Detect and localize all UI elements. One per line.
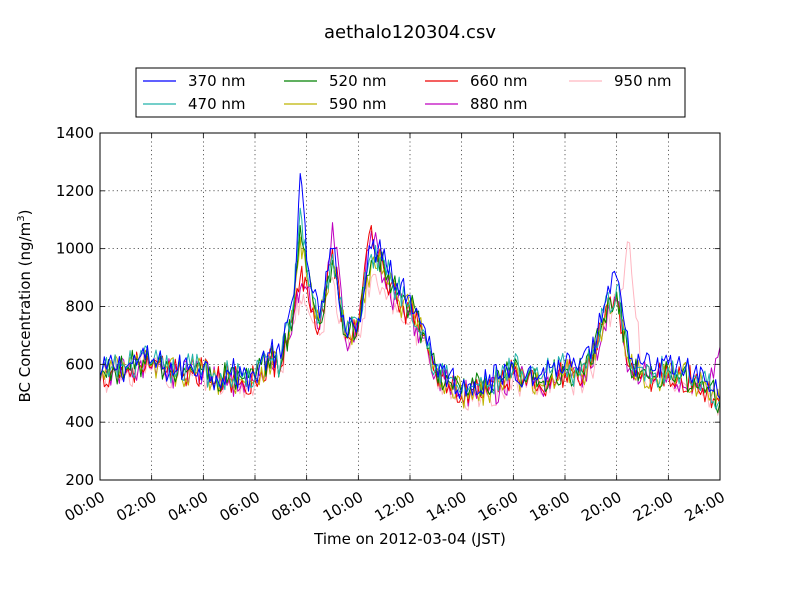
x-tick-label: 02:00 [113,488,159,525]
series-line-520-nm [99,225,721,414]
x-tick-label: 14:00 [423,488,469,525]
x-tick-label: 20:00 [578,488,624,525]
legend-label: 470 nm [188,95,246,113]
legend: 370 nm 470 nm 520 nm 590 nm 660 nm 880 nm 950 … [135,67,686,118]
y-tick-label: 400 [65,413,94,431]
x-tick-label: 12:00 [372,488,418,525]
axis-ticks [99,132,721,481]
x-tick-label: 16:00 [475,488,521,525]
legend-label: 660 nm [470,72,528,90]
x-tick-label: 04:00 [165,488,211,525]
series-line-370-nm [99,173,721,400]
y-axis-label-superscript: 3 [16,215,27,221]
x-tick-label: 06:00 [217,488,263,525]
x-tick-label: 00:00 [62,488,108,525]
legend-label: 590 nm [329,95,387,113]
y-tick-labels: 200 400 600 800 1000 1200 1400 [56,124,94,489]
series-line-660-nm [99,225,721,409]
y-tick-label: 1400 [56,124,94,142]
y-tick-label: 600 [65,355,94,373]
y-axis-label-main: BC Concentration (ng/m [16,222,34,403]
y-tick-label: 1000 [56,240,94,258]
y-tick-label: 200 [65,471,94,489]
y-axis-label-close: ) [16,210,34,216]
legend-label: 520 nm [329,72,387,90]
x-tick-labels: 00:00 02:00 04:00 06:00 08:00 10:00 12:00 14:00… [62,488,728,525]
x-tick-label: 22:00 [630,488,676,525]
y-tick-label: 1200 [56,182,94,200]
legend-box [135,67,686,118]
x-tick-label: 18:00 [527,488,573,525]
series-lines [99,173,721,416]
legend-label: 950 nm [614,72,672,90]
x-tick-label: 24:00 [682,488,728,525]
x-tick-label: 10:00 [320,488,366,525]
legend-label: 880 nm [470,95,528,113]
x-axis-label: Time on 2012-03-04 (JST) [313,530,506,548]
x-tick-label: 08:00 [268,488,314,525]
legend-label: 370 nm [188,72,246,90]
chart-title: aethalo120304.csv [324,22,496,43]
grid [100,133,720,480]
y-tick-label: 800 [65,298,94,316]
y-axis-label: BC Concentration (ng/m3) [16,210,34,403]
